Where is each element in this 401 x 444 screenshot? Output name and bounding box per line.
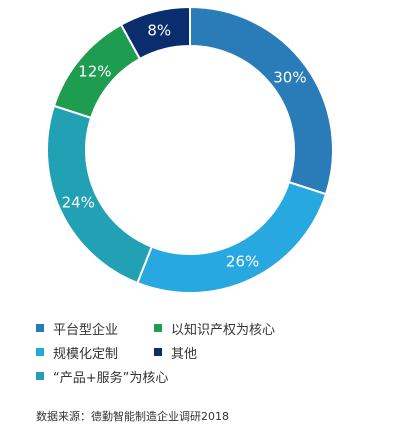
legend-item-other: 其他 — [154, 342, 197, 362]
legend-label-customization: 规模化定制 — [53, 346, 119, 362]
slice-label-other: 8% — [147, 21, 171, 39]
legend-label-platform: 平台型企业 — [53, 322, 119, 338]
slice-label-ip: 12% — [78, 62, 111, 80]
legend-label-other: 其他 — [171, 346, 198, 362]
slice-label-customization: 26% — [226, 253, 259, 271]
slice-label-product-service: 24% — [62, 194, 95, 212]
legend-label-product-service: “产品+服务”为核心 — [53, 370, 169, 386]
legend-swatch-customization — [36, 348, 44, 356]
legend-item-ip: 以知识产权为核心 — [154, 318, 275, 338]
legend-label-ip: 以知识产权为核心 — [171, 322, 276, 338]
legend-swatch-ip — [154, 324, 162, 332]
slice-label-platform: 30% — [273, 68, 306, 86]
legend-swatch-product-service — [36, 372, 44, 380]
donut-chart: 30% 26% 24% 12% 8% — [46, 5, 334, 294]
legend-item-product-service: “产品+服务”为核心 — [36, 366, 168, 386]
legend-item-platform: 平台型企业 — [36, 318, 118, 338]
legend: 平台型企业 以知识产权为核心 规模化定制 其他 “产品+服务”为核心 — [36, 318, 376, 398]
legend-swatch-platform — [36, 324, 44, 332]
slice-customization — [136, 180, 328, 294]
slice-platform — [189, 5, 334, 196]
legend-swatch-other — [154, 348, 162, 356]
source-note: 数据来源：德勤智能制造企业调研2018 — [36, 410, 229, 423]
slice-other — [119, 5, 191, 61]
legend-item-customization: 规模化定制 — [36, 342, 118, 362]
